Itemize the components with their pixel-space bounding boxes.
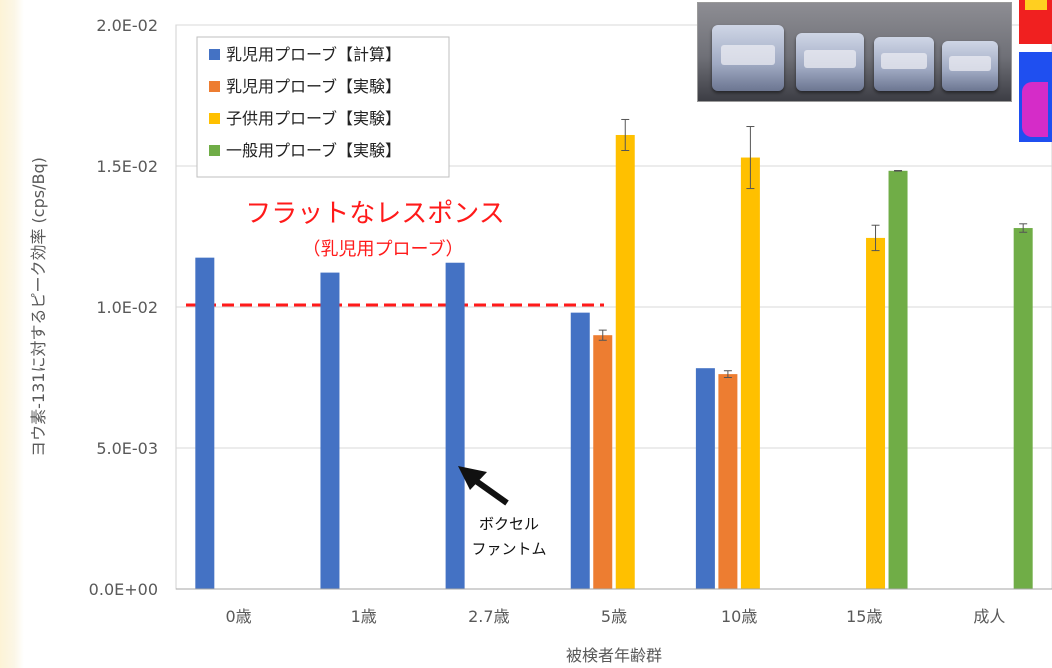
bar bbox=[445, 262, 465, 589]
phantom-smallest bbox=[942, 41, 998, 91]
bar bbox=[718, 374, 738, 589]
y-tick-label: 0.0E+00 bbox=[89, 580, 158, 599]
legend-swatch bbox=[209, 49, 220, 60]
legend: 乳児用プローブ【計算】乳児用プローブ【実験】子供用プローブ【実験】一般用プローブ… bbox=[196, 36, 450, 178]
annotation-infant-probe: （乳児用プローブ） bbox=[303, 238, 464, 260]
legend-label: 乳児用プローブ【計算】 bbox=[226, 45, 401, 64]
x-tick-label: 5歳 bbox=[601, 607, 627, 626]
bar bbox=[888, 170, 908, 589]
legend-label: 一般用プローブ【実験】 bbox=[226, 141, 401, 160]
x-tick-label: 0歳 bbox=[225, 607, 251, 626]
arrow-head bbox=[458, 466, 487, 490]
y-axis-title: ヨウ素-131に対するピーク効率 (cps/Bq) bbox=[29, 157, 48, 457]
legend-label: 乳児用プローブ【実験】 bbox=[226, 77, 401, 96]
legend-label: 子供用プローブ【実験】 bbox=[226, 109, 401, 128]
bar bbox=[570, 312, 590, 589]
phantom-photo bbox=[697, 2, 1012, 102]
x-tick-label: 10歳 bbox=[721, 607, 757, 626]
phantom-medium bbox=[796, 33, 864, 91]
annotation-flat-response: フラットなレスポンス bbox=[245, 199, 504, 229]
legend-swatch bbox=[209, 145, 220, 156]
x-tick-label: 2.7歳 bbox=[468, 607, 509, 626]
cropped-image-blue bbox=[1019, 52, 1052, 142]
phantom-small bbox=[874, 37, 934, 91]
annotation-voxel: ボクセル bbox=[479, 515, 539, 533]
legend-swatch bbox=[209, 113, 220, 124]
y-tick-label: 1.0E-02 bbox=[96, 298, 158, 317]
y-tick-label: 1.5E-02 bbox=[96, 157, 158, 176]
legend-swatch bbox=[209, 81, 220, 92]
bar bbox=[195, 257, 215, 589]
y-tick-label: 2.0E-02 bbox=[96, 16, 158, 35]
x-tick-label: 15歳 bbox=[846, 607, 882, 626]
x-tick-label: 成人 bbox=[973, 607, 1005, 626]
cropped-image-red bbox=[1019, 0, 1052, 44]
annotation-phantom: ファントム bbox=[471, 540, 546, 558]
x-tick-label: 1歳 bbox=[351, 607, 377, 626]
bar bbox=[1013, 228, 1033, 590]
bar bbox=[593, 335, 613, 589]
bar bbox=[866, 237, 886, 589]
bar bbox=[695, 368, 715, 589]
bar bbox=[320, 272, 340, 589]
x-axis-title: 被検者年齢群 bbox=[566, 646, 662, 665]
y-tick-label: 5.0E-03 bbox=[96, 439, 158, 458]
phantom-large bbox=[712, 25, 784, 91]
legend-box bbox=[196, 36, 450, 178]
arrow-shaft bbox=[474, 478, 509, 506]
bar bbox=[740, 157, 760, 590]
bar bbox=[615, 134, 635, 590]
